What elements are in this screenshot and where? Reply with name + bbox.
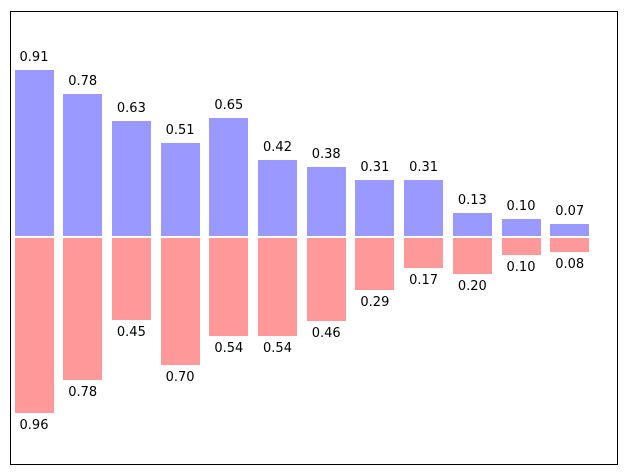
bar-upper-value-label: 0.13: [457, 193, 487, 209]
bar-lower-value-label: 0.70: [165, 370, 195, 386]
bar-lower: [501, 238, 541, 256]
bar-upper: [355, 180, 395, 236]
bar-lower-value-label: 0.20: [457, 278, 487, 294]
bar-upper-value-label: 0.31: [360, 160, 390, 176]
bar-lower-value-label: 0.78: [68, 385, 98, 401]
bar-upper: [306, 167, 346, 236]
bar-lower-value-label: 0.10: [506, 260, 536, 276]
bar-upper-value-label: 0.65: [214, 97, 244, 113]
bar-lower-value-label: 0.45: [116, 324, 146, 340]
bar-upper: [160, 143, 200, 236]
bar-upper: [258, 159, 297, 236]
bar-upper: [550, 224, 590, 236]
bar-lower: [452, 238, 492, 274]
bar-lower-value-label: 0.08: [555, 256, 585, 272]
bar-upper-value-label: 0.38: [311, 147, 341, 163]
bar-lower: [160, 238, 200, 366]
plot-area: 0.91 0.96 0.78 0.78 0.63 0.45 0.51 0.70 0.65 0.54…: [11, 12, 616, 463]
bar-lower-value-label: 0.54: [214, 341, 244, 357]
bar-upper-value-label: 0.07: [555, 204, 585, 220]
bar-lower-value-label: 0.29: [360, 295, 390, 311]
bar-upper: [501, 218, 541, 236]
bar-lower: [111, 238, 151, 320]
bar-upper: [209, 117, 249, 236]
bar-lower: [258, 238, 297, 337]
bar-lower: [355, 238, 395, 291]
bar-upper-value-label: 0.91: [19, 50, 49, 66]
bar-lower: [63, 238, 103, 381]
bar-lower: [209, 238, 249, 337]
bar-lower-value-label: 0.96: [19, 418, 49, 434]
bar-upper-value-label: 0.31: [409, 160, 439, 176]
bar-lower-value-label: 0.46: [311, 326, 341, 342]
bar-lower: [404, 238, 444, 269]
bar-lower: [14, 238, 54, 414]
bar-upper-value-label: 0.42: [263, 139, 292, 155]
bar-upper: [111, 121, 151, 236]
bar-upper: [14, 70, 54, 236]
bar-upper: [452, 213, 492, 236]
bar-upper-value-label: 0.63: [116, 101, 146, 117]
bar-lower-value-label: 0.17: [409, 273, 439, 289]
bar-lower: [550, 238, 590, 252]
bar-upper: [63, 93, 103, 236]
bar-lower-value-label: 0.54: [263, 341, 292, 357]
bar-upper-value-label: 0.51: [165, 123, 195, 139]
bar-upper-value-label: 0.10: [506, 198, 536, 214]
bar-lower: [306, 238, 346, 322]
axes-frame: 0.91 0.96 0.78 0.78 0.63 0.45 0.51 0.70 0.65 0.54…: [10, 11, 618, 465]
bar-upper-value-label: 0.78: [68, 73, 98, 89]
bar-upper: [404, 180, 444, 236]
